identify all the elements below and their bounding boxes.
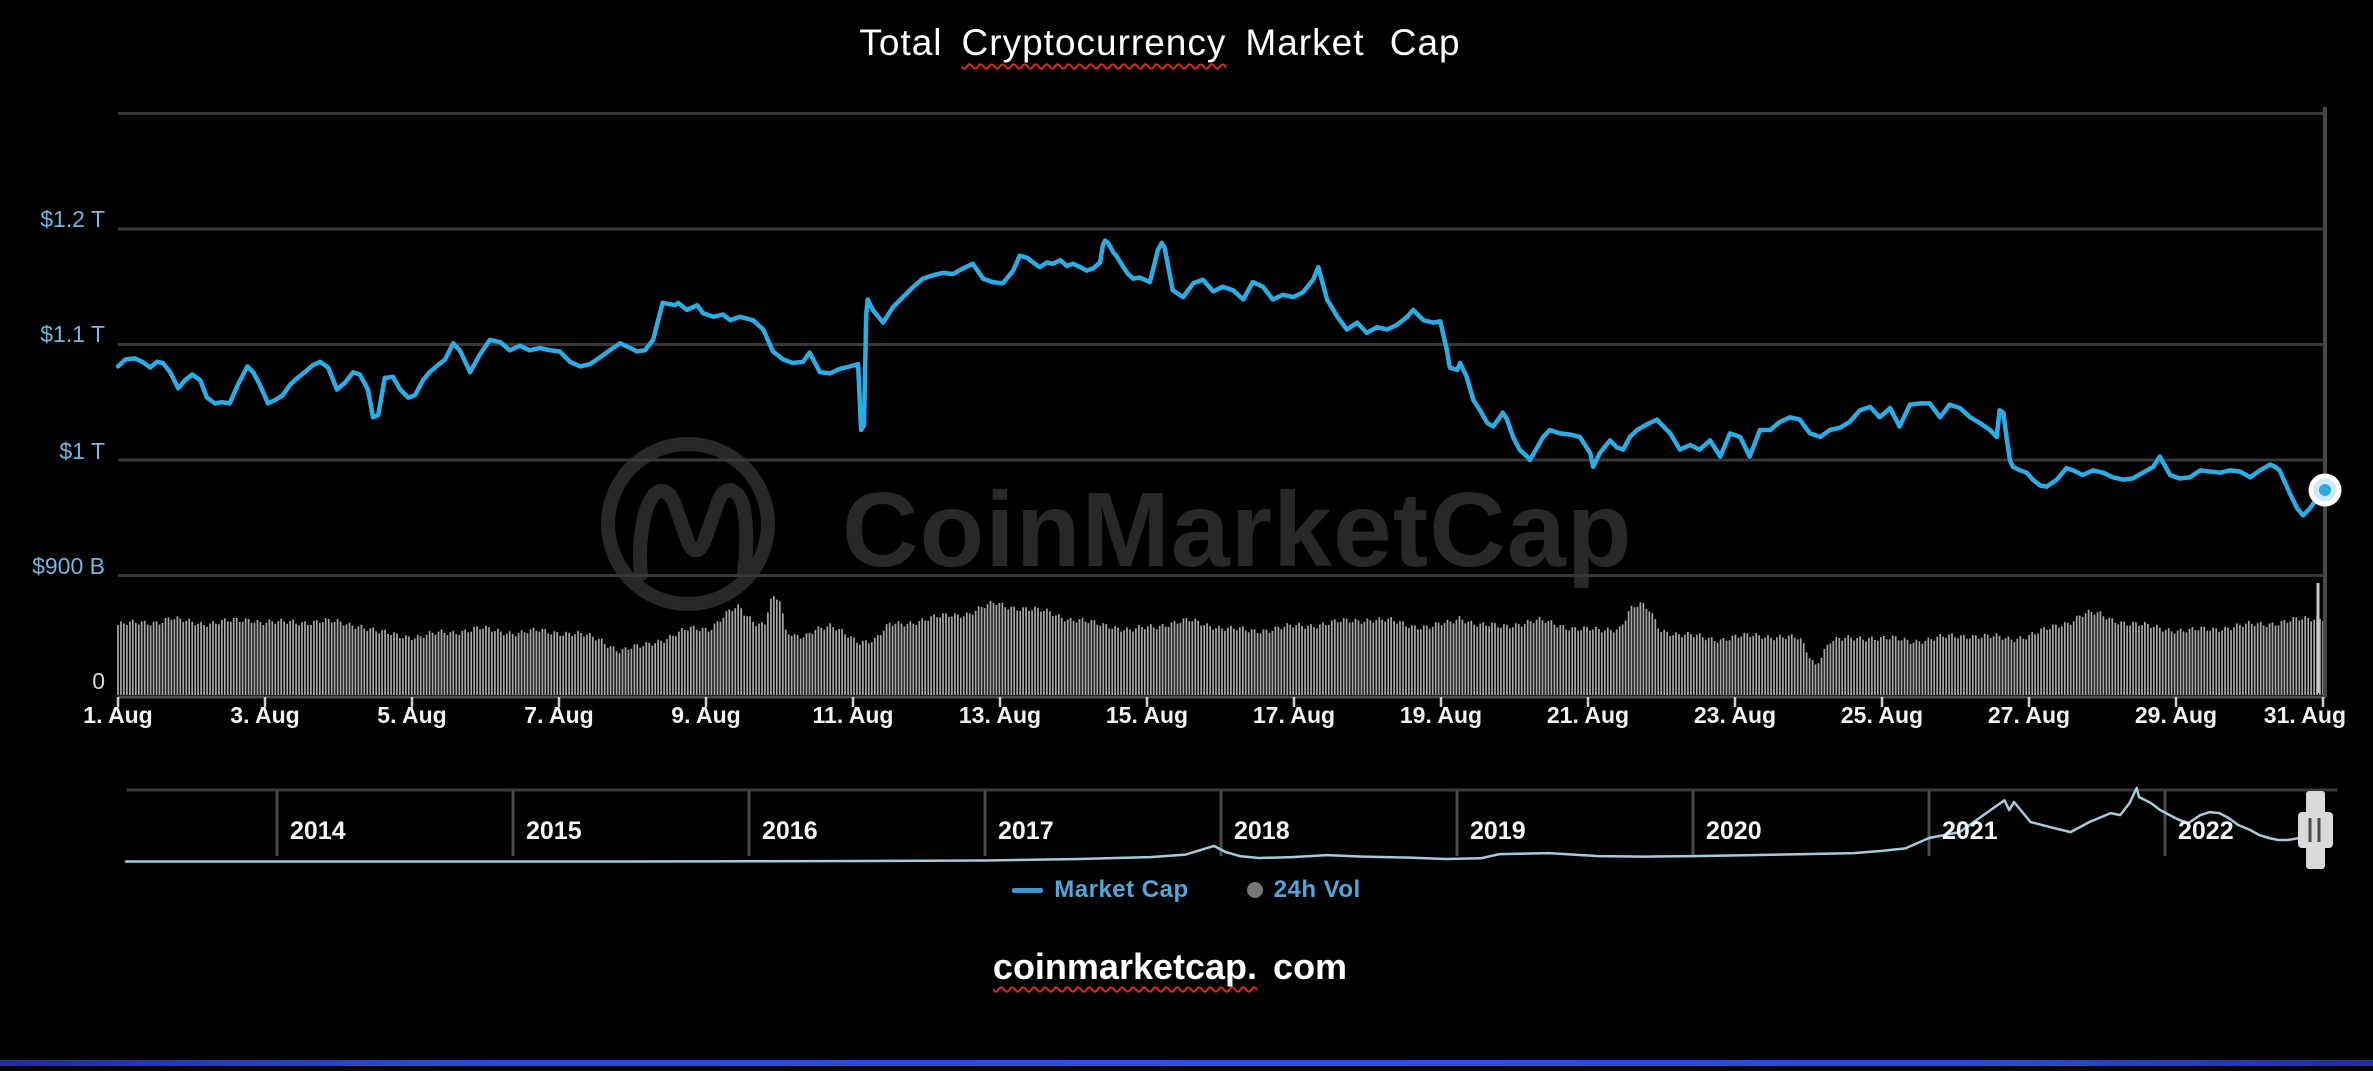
- navigator-year-label-2014: 2014: [290, 817, 346, 845]
- navigator-year-label-2021: 2021: [1942, 817, 1998, 845]
- x-axis-label-11-aug: 11. Aug: [812, 702, 894, 728]
- navigator-handle-grip-lines-icon: [2308, 818, 2321, 842]
- navigator-year-label-2019: 2019: [1470, 817, 1526, 845]
- watermark-text: CoinMarketCap: [842, 470, 1633, 589]
- x-axis-label-5-aug: 5. Aug: [377, 702, 447, 728]
- navigator-handle-grip-box[interactable]: [2298, 812, 2333, 848]
- navigator-year-label-2016: 2016: [762, 817, 818, 845]
- footer-site-name: coinmarketcap. com: [0, 946, 2340, 988]
- x-axis-label-17-aug: 17. Aug: [1252, 702, 1336, 728]
- footer-word-com: com: [1273, 946, 1348, 987]
- x-axis-label-15-aug: 15. Aug: [1105, 702, 1189, 728]
- navigator-year-ticks: [275, 791, 2167, 856]
- navigator-year-label-2017: 2017: [998, 817, 1054, 845]
- legend-item-24h-vol[interactable]: 24h Vol: [1246, 876, 1361, 904]
- legend-item-market-cap[interactable]: Market Cap: [1012, 876, 1188, 904]
- market-cap-line-swatch-icon: [1012, 887, 1044, 893]
- title-word-cryptocurrency-misspell-underline: Cryptocurrency: [961, 22, 1227, 63]
- x-axis-label-13-aug: 13. Aug: [958, 702, 1042, 728]
- x-axis-label-23-aug: 23. Aug: [1693, 702, 1777, 728]
- footer-word-coinmarketcap-misspell-underline: coinmarketcap.: [992, 946, 1258, 987]
- coinmarketcap-logo-icon: [601, 437, 775, 611]
- legend-24h-vol-label: 24h Vol: [1273, 876, 1361, 903]
- navigator-year-label-2020: 2020: [1706, 817, 1762, 845]
- navigator-market-cap-line: [124, 786, 2310, 863]
- title-word-market-cap: Market Cap: [1245, 22, 1461, 63]
- y-axis-label-900b: $900 B: [32, 553, 105, 579]
- x-axis-label-21-aug: 21. Aug: [1546, 702, 1630, 728]
- volume-bars-24h: [117, 596, 2324, 695]
- navigator-year-label-2022: 2022: [2178, 817, 2234, 845]
- navigator-year-label-2015: 2015: [526, 817, 582, 845]
- coinmarketcap-watermark: CoinMarketCap: [596, 432, 1632, 616]
- x-axis-label-1-aug: 1. Aug: [83, 702, 153, 728]
- legend-market-cap-label: Market Cap: [1054, 876, 1189, 903]
- x-axis-label-29-aug: 29. Aug: [2134, 702, 2218, 728]
- y-axis-label-1-2t: $1.2 T: [40, 206, 105, 232]
- latest-point-marker-dot: [2319, 484, 2331, 497]
- title-word-total: Total: [859, 22, 943, 63]
- x-axis-label-25-aug: 25. Aug: [1840, 702, 1924, 728]
- volume-dot-swatch-icon: [1246, 882, 1263, 898]
- y-axis-label-zero: 0: [92, 668, 105, 694]
- x-axis-tick-marks: [116, 697, 2325, 707]
- x-axis-label-7-aug: 7. Aug: [524, 702, 594, 728]
- market-cap-line: [115, 238, 2326, 518]
- y-axis-label-1-1t: $1.1 T: [40, 321, 105, 347]
- x-axis-label-3-aug: 3. Aug: [230, 702, 300, 728]
- y-axis-label-1t: $1 T: [59, 438, 105, 464]
- horizontal-gridlines: [118, 112, 2326, 577]
- x-axis-label-31-aug: 31. Aug: [2263, 702, 2347, 728]
- x-axis-label-9-aug: 9. Aug: [671, 702, 741, 728]
- page-title: Total Cryptocurrency Market Cap: [0, 22, 2320, 64]
- bottom-blue-border: [0, 1060, 2373, 1066]
- x-axis-label-27-aug: 27. Aug: [1987, 702, 2071, 728]
- x-axis-label-19-aug: 19. Aug: [1399, 702, 1483, 728]
- legend: Market Cap 24h Vol: [0, 876, 2373, 904]
- navigator-year-label-2018: 2018: [1234, 817, 1290, 845]
